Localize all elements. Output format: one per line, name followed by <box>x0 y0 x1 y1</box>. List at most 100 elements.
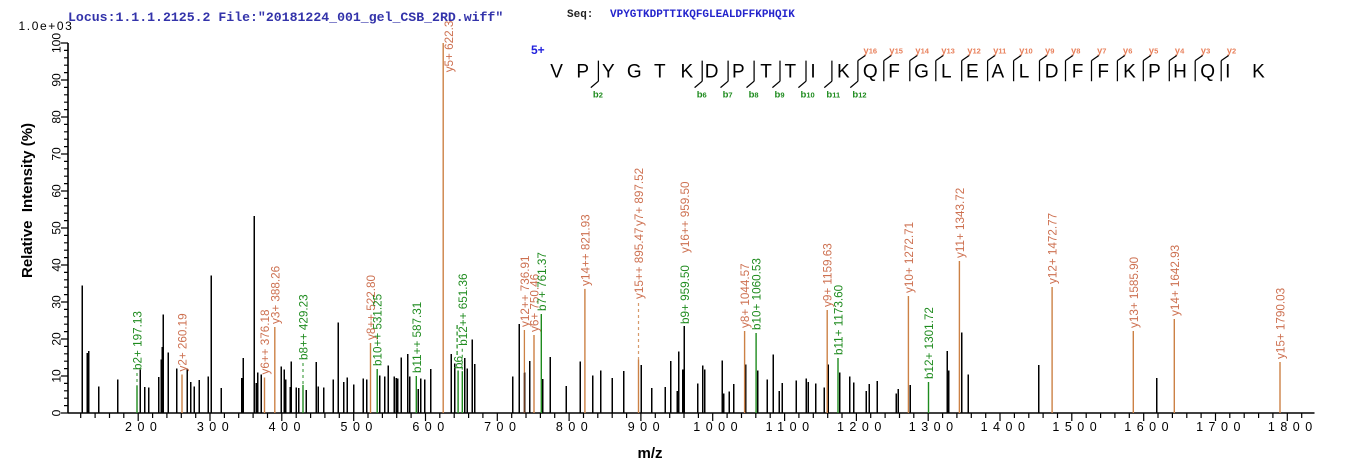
svg-text:P: P <box>1148 62 1161 83</box>
svg-text:b7+ 761.37: b7+ 761.37 <box>536 252 549 311</box>
svg-text:y3: y3 <box>1201 46 1210 57</box>
svg-text:P: P <box>732 62 745 83</box>
svg-text:F: F <box>1072 62 1084 83</box>
svg-text:b9: b9 <box>775 90 785 101</box>
svg-text:A: A <box>991 62 1004 83</box>
svg-text:y8+ 1044.57: y8+ 1044.57 <box>739 263 752 328</box>
svg-text:y13+ 1585.90: y13+ 1585.90 <box>1128 256 1141 328</box>
svg-text:b11+ 1173.60: b11+ 1173.60 <box>833 284 846 355</box>
svg-text:90: 90 <box>50 73 64 87</box>
svg-text:600: 600 <box>412 420 449 434</box>
svg-text:y11: y11 <box>993 46 1006 57</box>
svg-text:y12: y12 <box>967 46 981 57</box>
svg-text:b8: b8 <box>749 90 759 101</box>
svg-text:E: E <box>966 62 979 83</box>
svg-text:T: T <box>760 62 772 83</box>
svg-text:1800: 1800 <box>1268 420 1318 434</box>
svg-text:y10+ 1272.71: y10+ 1272.71 <box>903 222 916 293</box>
svg-text:1000: 1000 <box>693 420 743 434</box>
svg-text:b10+ 1060.53: b10+ 1060.53 <box>751 258 764 330</box>
svg-text:H: H <box>1173 62 1187 83</box>
svg-text:30: 30 <box>50 295 64 309</box>
svg-text:1400: 1400 <box>981 420 1031 434</box>
svg-text:200: 200 <box>125 420 162 434</box>
svg-text:Locus:1.1.1.2125.2 File:"20181: Locus:1.1.1.2125.2 File:"20181224_001_ge… <box>68 10 503 25</box>
svg-text:y14++ 821.93: y14++ 821.93 <box>579 214 592 286</box>
svg-text:T: T <box>654 62 666 83</box>
svg-text:y12+ 1472.77: y12+ 1472.77 <box>1047 213 1060 284</box>
svg-text:300: 300 <box>197 420 234 434</box>
svg-text:b2+ 197.13: b2+ 197.13 <box>132 311 145 370</box>
svg-text:400: 400 <box>269 420 306 434</box>
svg-text:b6: b6 <box>453 356 466 369</box>
svg-text:b12: b12 <box>852 90 866 101</box>
svg-text:F: F <box>1097 62 1109 83</box>
svg-text:1.0e+03: 1.0e+03 <box>19 19 74 33</box>
svg-text:VPYGTKDPTTIKQFGLEALDFFKPHQIK: VPYGTKDPTTIKQFGLEALDFFKPHQIK <box>610 9 795 21</box>
svg-text:100: 100 <box>50 33 64 53</box>
svg-text:Relative Intensity (%): Relative Intensity (%) <box>19 123 36 278</box>
svg-text:G: G <box>627 62 642 83</box>
svg-text:y7+ 897.52: y7+ 897.52 <box>633 168 646 226</box>
svg-text:b12++ 651.36: b12++ 651.36 <box>457 274 470 346</box>
svg-text:K: K <box>1252 62 1265 83</box>
svg-text:F: F <box>888 62 900 83</box>
svg-text:b12+ 1301.72: b12+ 1301.72 <box>923 307 936 379</box>
svg-text:y16: y16 <box>863 46 877 57</box>
svg-text:900: 900 <box>628 420 665 434</box>
svg-text:40: 40 <box>50 258 64 272</box>
svg-text:60: 60 <box>50 184 64 198</box>
svg-text:70: 70 <box>50 147 64 161</box>
svg-text:y4: y4 <box>1175 46 1185 57</box>
svg-text:700: 700 <box>484 420 521 434</box>
svg-text:y3+ 388.26: y3+ 388.26 <box>269 266 282 324</box>
svg-text:y5+ 622.3: y5+ 622.3 <box>443 21 456 73</box>
svg-text:b2: b2 <box>593 90 603 101</box>
svg-text:y15+ 1790.03: y15+ 1790.03 <box>1275 288 1288 359</box>
svg-text:y9+ 1159.63: y9+ 1159.63 <box>822 243 835 307</box>
svg-text:1600: 1600 <box>1124 420 1174 434</box>
svg-text:y9: y9 <box>1045 46 1054 57</box>
svg-text:800: 800 <box>556 420 593 434</box>
svg-text:y5: y5 <box>1149 46 1158 57</box>
svg-text:T: T <box>784 62 796 83</box>
svg-text:y14+ 1642.93: y14+ 1642.93 <box>1169 245 1182 316</box>
svg-text:b9+ 959.50: b9+ 959.50 <box>679 265 692 324</box>
svg-text:b10++ 531.25: b10++ 531.25 <box>372 293 385 366</box>
svg-text:K: K <box>837 62 850 83</box>
svg-text:y7: y7 <box>1097 46 1106 57</box>
svg-text:m/z: m/z <box>637 445 662 462</box>
svg-text:500: 500 <box>341 420 378 434</box>
svg-text:1700: 1700 <box>1196 420 1246 434</box>
svg-text:L: L <box>1019 62 1030 83</box>
svg-text:y10: y10 <box>1019 46 1033 57</box>
svg-text:b7: b7 <box>723 90 733 101</box>
svg-text:y6+ 750.46: y6+ 750.46 <box>529 274 542 332</box>
svg-text:b11: b11 <box>826 90 840 101</box>
svg-text:y6++ 376.18: y6++ 376.18 <box>259 310 272 375</box>
svg-text:Y: Y <box>602 62 615 83</box>
svg-text:y11+ 1343.72: y11+ 1343.72 <box>954 188 967 258</box>
svg-text:D: D <box>1045 62 1059 83</box>
svg-text:1500: 1500 <box>1052 420 1102 434</box>
svg-text:20: 20 <box>50 332 64 346</box>
svg-text:1200: 1200 <box>837 420 887 434</box>
svg-text:b6: b6 <box>697 90 707 101</box>
svg-text:y8++ 522.80: y8++ 522.80 <box>365 275 378 340</box>
svg-text:b8++ 429.23: b8++ 429.23 <box>298 294 311 360</box>
svg-text:y6: y6 <box>1123 46 1132 57</box>
svg-text:y12++ 736.91: y12++ 736.91 <box>519 256 532 328</box>
svg-text:0: 0 <box>50 409 64 416</box>
svg-text:D: D <box>705 62 719 83</box>
svg-text:Q: Q <box>1200 62 1215 83</box>
svg-text:y15++ 895.47: y15++ 895.47 <box>633 228 646 300</box>
svg-text:K: K <box>680 62 693 83</box>
svg-text:G: G <box>914 62 929 83</box>
svg-text:y16++ 959.50: y16++ 959.50 <box>679 181 692 253</box>
svg-text:y14: y14 <box>915 46 929 57</box>
svg-text:V: V <box>550 62 563 83</box>
svg-text:y2+ 260.19: y2+ 260.19 <box>177 313 190 371</box>
svg-text:y15: y15 <box>889 46 903 57</box>
svg-text:I: I <box>810 62 815 83</box>
svg-text:y8: y8 <box>1071 46 1080 57</box>
